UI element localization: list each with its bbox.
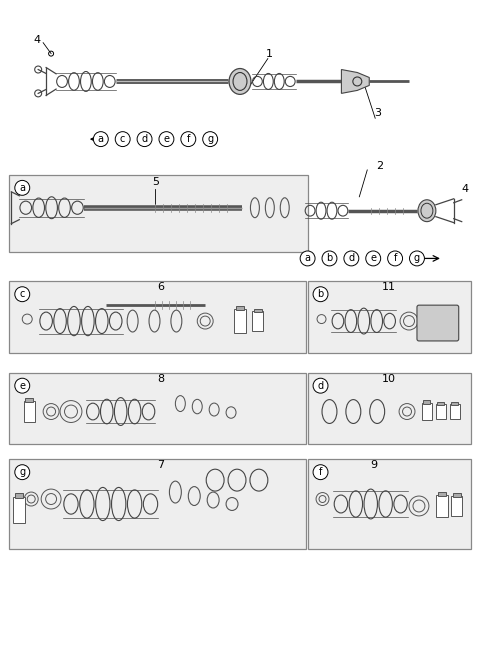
Text: 1: 1 [266,48,273,58]
Text: e: e [163,134,169,144]
Circle shape [15,287,30,302]
FancyBboxPatch shape [308,373,471,444]
FancyBboxPatch shape [437,402,444,404]
Circle shape [313,287,328,302]
Text: a: a [98,134,104,144]
Text: 9: 9 [371,460,378,470]
FancyBboxPatch shape [254,308,262,312]
Text: f: f [394,253,397,263]
Text: 10: 10 [382,374,396,384]
Polygon shape [341,70,369,93]
Circle shape [15,378,30,393]
Circle shape [300,251,315,266]
FancyBboxPatch shape [436,404,446,420]
Text: c: c [120,134,125,144]
FancyBboxPatch shape [451,496,462,516]
Circle shape [203,132,217,147]
Circle shape [388,251,403,266]
Text: 5: 5 [152,177,159,187]
Text: e: e [370,253,376,263]
Circle shape [409,251,424,266]
Text: 3: 3 [374,108,381,118]
FancyBboxPatch shape [15,493,24,498]
Circle shape [93,132,108,147]
Ellipse shape [418,200,436,221]
Circle shape [366,251,381,266]
Text: d: d [348,253,354,263]
Text: 6: 6 [157,282,164,292]
Text: b: b [326,253,333,263]
Text: d: d [317,381,324,391]
Text: 8: 8 [157,374,164,384]
Circle shape [15,180,30,196]
FancyBboxPatch shape [9,373,306,444]
Circle shape [344,251,359,266]
Ellipse shape [229,68,251,94]
FancyBboxPatch shape [13,497,25,523]
Circle shape [313,465,328,479]
FancyBboxPatch shape [9,459,306,549]
FancyBboxPatch shape [308,459,471,549]
Circle shape [115,132,130,147]
FancyBboxPatch shape [450,404,460,419]
FancyBboxPatch shape [453,493,461,497]
FancyBboxPatch shape [9,281,306,353]
FancyBboxPatch shape [423,400,431,404]
FancyBboxPatch shape [236,306,244,310]
Text: e: e [19,381,25,391]
FancyBboxPatch shape [422,402,432,420]
Text: c: c [20,289,25,299]
Text: 2: 2 [376,161,383,171]
FancyBboxPatch shape [438,492,446,496]
Text: f: f [319,467,322,477]
FancyBboxPatch shape [436,495,448,517]
FancyBboxPatch shape [308,281,471,353]
FancyBboxPatch shape [451,402,458,405]
Circle shape [15,465,30,479]
FancyBboxPatch shape [417,305,459,341]
Text: b: b [317,289,324,299]
FancyBboxPatch shape [25,398,33,402]
Text: 7: 7 [157,460,164,470]
Text: g: g [19,467,25,477]
Circle shape [313,378,328,393]
FancyBboxPatch shape [234,309,246,333]
FancyBboxPatch shape [24,400,35,422]
Text: a: a [305,253,311,263]
Text: 4: 4 [34,34,41,44]
Circle shape [322,251,337,266]
Text: g: g [414,253,420,263]
FancyBboxPatch shape [252,311,264,331]
Text: d: d [142,134,148,144]
Circle shape [181,132,196,147]
Circle shape [159,132,174,147]
Text: f: f [187,134,190,144]
Text: g: g [207,134,213,144]
Text: a: a [19,183,25,193]
FancyBboxPatch shape [9,175,308,253]
Text: 4: 4 [461,184,468,194]
Text: 11: 11 [382,282,396,292]
Circle shape [137,132,152,147]
